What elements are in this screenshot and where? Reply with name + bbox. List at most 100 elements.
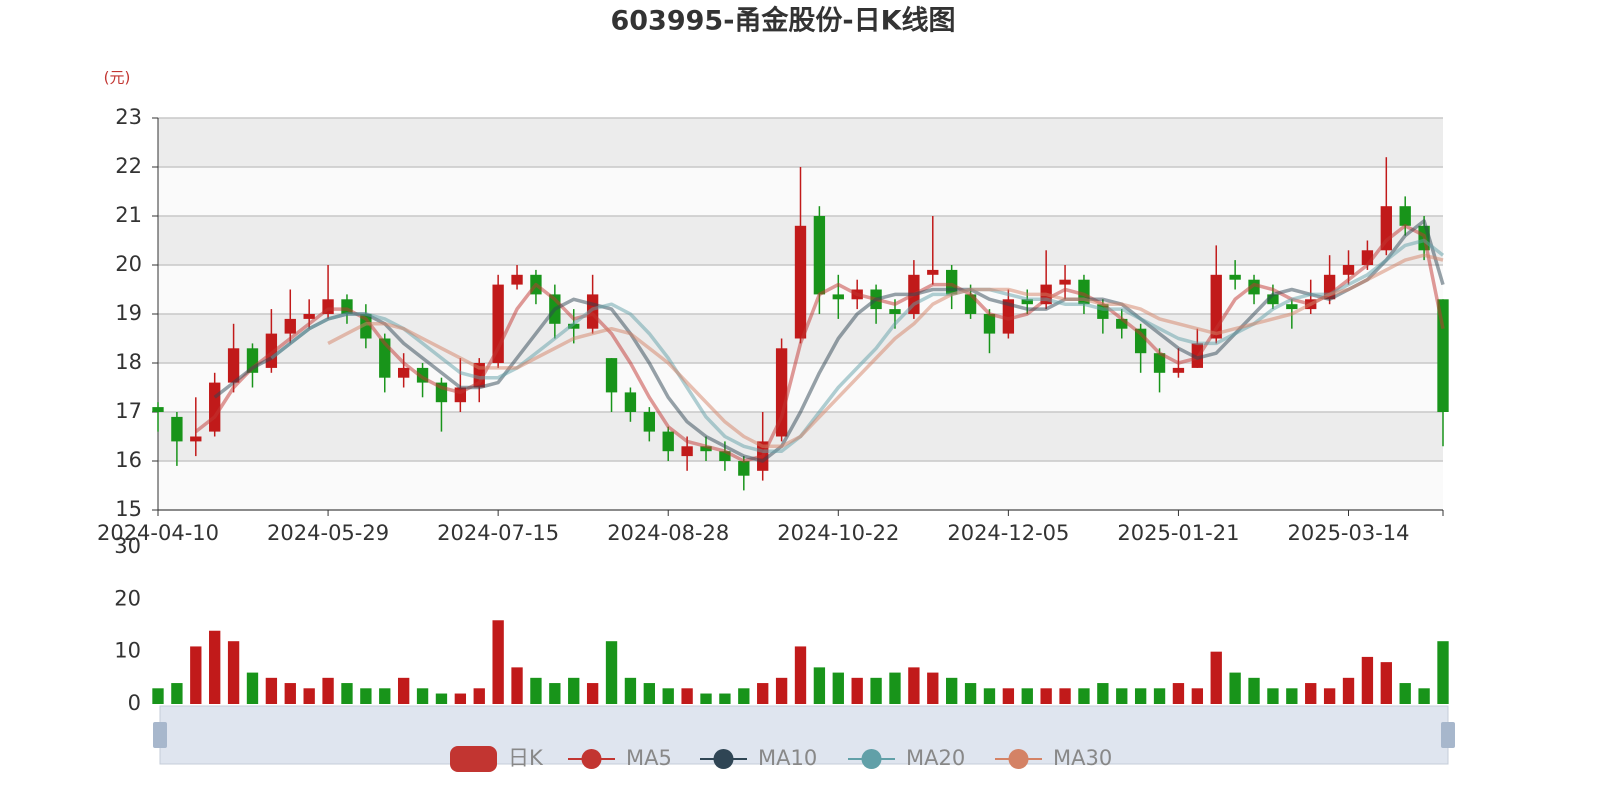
candle-body (1399, 206, 1411, 226)
legend-label: MA5 (626, 746, 672, 770)
volume-bar (1021, 688, 1033, 704)
candle-body (1134, 328, 1147, 354)
candle-body (454, 387, 467, 403)
volume-bar (1134, 688, 1147, 704)
candle-body (227, 348, 240, 383)
candle-body (1380, 206, 1392, 251)
candle-body (738, 461, 750, 476)
volume-bar (1323, 688, 1336, 704)
volume-bar (586, 683, 599, 704)
data-zoom-slider[interactable] (153, 705, 1455, 765)
candle-body (832, 294, 844, 300)
legend-swatch-dot (581, 749, 602, 769)
volume-tick-label: 10 (114, 639, 141, 663)
volume-bar (813, 667, 826, 704)
candle-body (1002, 299, 1015, 334)
volume-bar (360, 688, 372, 704)
candle-body (1059, 279, 1071, 285)
candle-body (794, 225, 807, 339)
x-tick-label: 2024-10-22 (777, 521, 899, 545)
legend-swatch-dot (713, 749, 734, 769)
candle-body (983, 314, 996, 334)
volume-bar (851, 677, 863, 704)
candle-body (889, 309, 901, 314)
volume-bar (832, 672, 844, 704)
volume-bar (511, 667, 523, 704)
candle-body (416, 367, 429, 383)
volume-bar (568, 677, 580, 704)
candle-body (152, 407, 164, 412)
volume-bar (416, 688, 429, 704)
candle-body (775, 348, 788, 437)
candle-body (700, 446, 712, 452)
volume-bar (549, 683, 561, 704)
chart-title: 603995-甬金股份-日K线图 (610, 5, 955, 37)
candle-body (1323, 274, 1336, 300)
y-axis-unit: (元) (104, 69, 131, 87)
volume-bar (1153, 688, 1166, 704)
candle-body (568, 323, 580, 329)
volume-bar (454, 693, 467, 704)
candle-body (1267, 294, 1279, 305)
volume-bar (1172, 683, 1185, 704)
volume-bar (1248, 677, 1260, 704)
candle-body (1437, 299, 1449, 412)
candle-body (586, 294, 599, 329)
volume-bar (435, 693, 448, 704)
candle-body (190, 436, 202, 442)
volume-bar (1267, 688, 1279, 704)
candle-body (511, 274, 523, 285)
candle-body (1172, 367, 1185, 373)
legend: 日K MA5 MA10 MA20 MA30 (450, 746, 1112, 772)
volume-bar (757, 683, 769, 704)
volume-bar (681, 688, 693, 704)
candle-body (1248, 279, 1260, 295)
y-tick-label: 20 (115, 252, 142, 276)
slider-handle-right[interactable] (1441, 722, 1455, 748)
volume-bar (738, 688, 750, 704)
candle-body (435, 382, 448, 403)
volume-bar (775, 677, 788, 704)
volume-bar (209, 630, 221, 704)
volume-bar (284, 683, 296, 704)
x-tick-label: 2025-01-21 (1117, 521, 1239, 545)
legend-label: MA20 (906, 746, 965, 770)
volume-bar (322, 677, 334, 704)
slider-handle-left[interactable] (153, 722, 167, 748)
volume-bar (964, 683, 977, 704)
volume-bar (1116, 688, 1128, 704)
volume-bar (190, 646, 202, 704)
legend-label: MA10 (758, 746, 817, 770)
volume-bar (246, 672, 259, 704)
candle-body (1021, 299, 1033, 305)
volume-bar (700, 693, 712, 704)
volume-tick-label: 30 (114, 534, 141, 558)
x-tick-label: 2024-04-10 (97, 521, 219, 545)
candle-body (1229, 274, 1241, 280)
legend-label: MA30 (1053, 746, 1112, 770)
volume-bar (379, 688, 391, 704)
candle-body (813, 216, 826, 295)
y-tick-label: 16 (115, 448, 142, 472)
volume-bar (341, 683, 353, 704)
candle-body (1116, 318, 1128, 329)
candle-body (246, 348, 259, 373)
volume-bar (1229, 672, 1241, 704)
legend-swatch-dot (861, 749, 882, 769)
volume-bar (1361, 656, 1374, 704)
y-tick-label: 15 (115, 497, 142, 521)
grid-band (158, 363, 1443, 412)
volume-bar (1399, 683, 1411, 704)
candle-body (681, 446, 693, 457)
candle-body (624, 392, 637, 412)
candle-body (964, 294, 977, 314)
candle-body (1361, 250, 1374, 265)
volume-bar (265, 677, 278, 704)
x-tick-label: 2024-12-05 (947, 521, 1069, 545)
volume-bar (605, 641, 618, 704)
volume-bar (530, 677, 542, 704)
legend-swatch-dot (1008, 749, 1029, 769)
candle-body (1342, 265, 1355, 275)
candle-body (1210, 274, 1222, 339)
price-plot: 15 16 17 18 19 20 21 22 23 2024-04-10 2024-05-29 20… (97, 105, 1449, 545)
